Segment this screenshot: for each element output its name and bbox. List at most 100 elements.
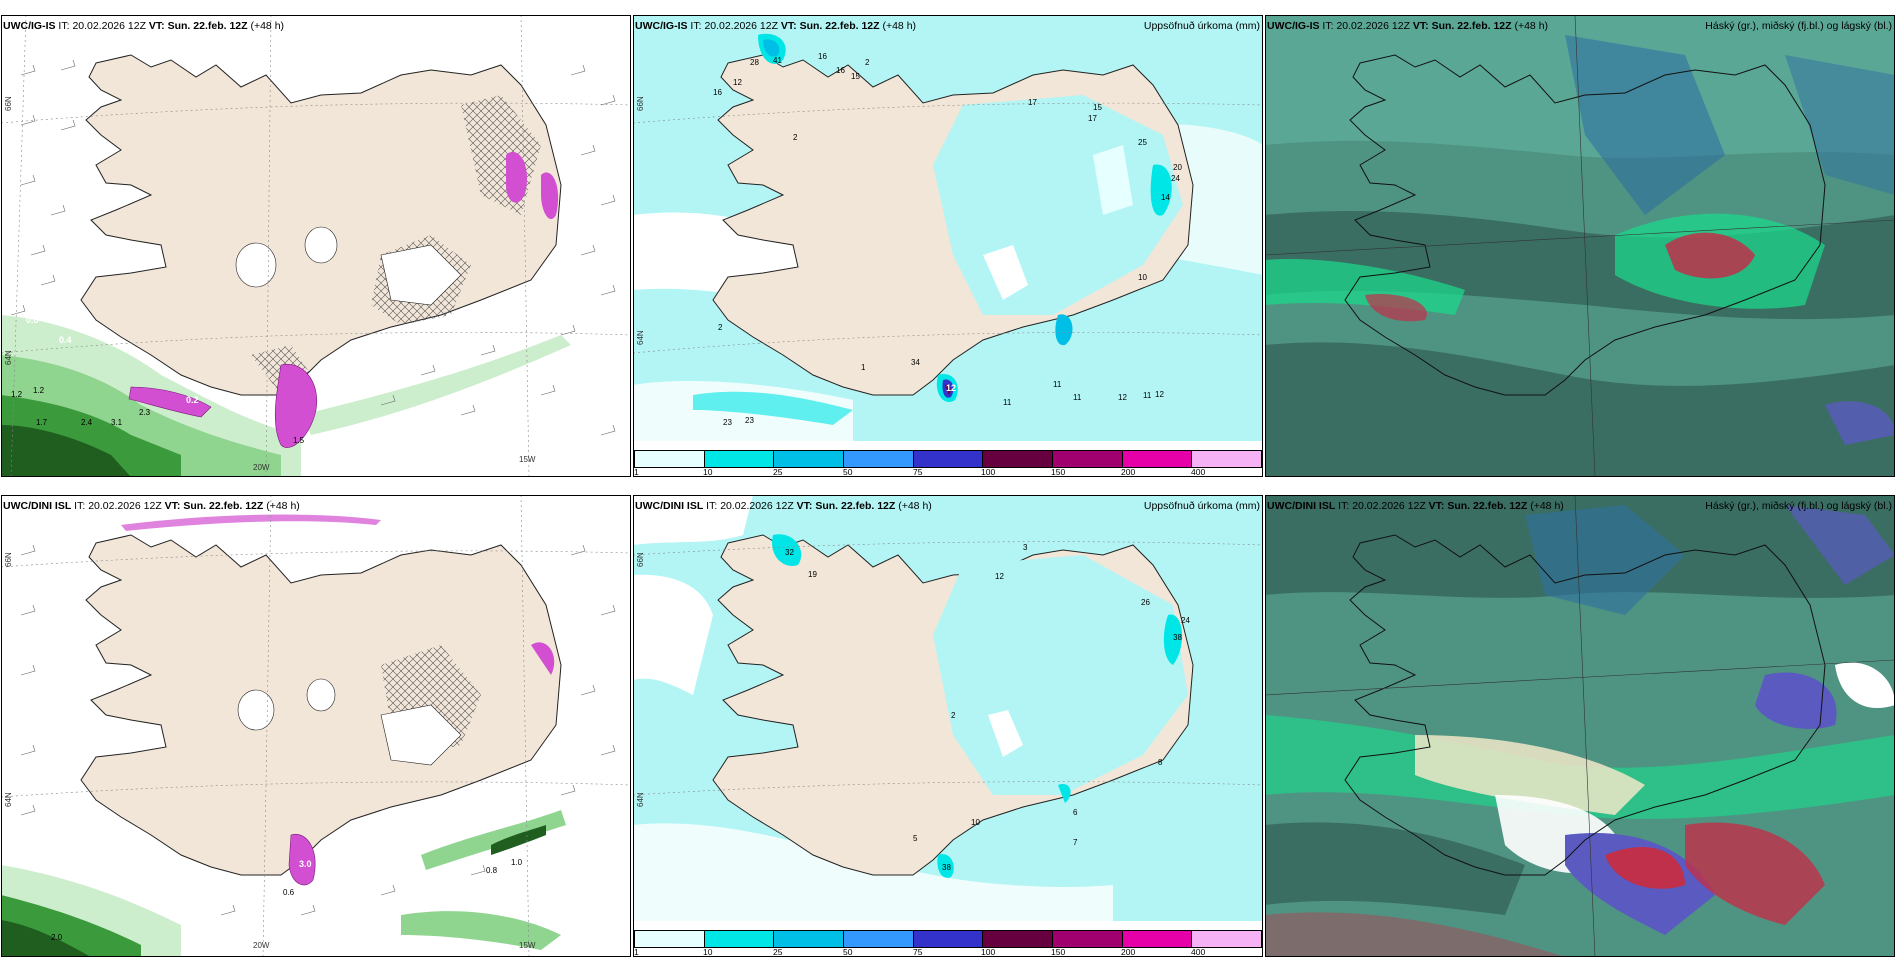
panel-bot-left: 0.6 3.0 2.0 0.8 1.0 UWC/DINI ISL IT: 20.… <box>1 495 631 957</box>
colorbar-swatch <box>983 931 1054 947</box>
colorbar-tick: 75 <box>913 467 923 477</box>
colorbar-swatch <box>634 931 705 947</box>
it-label: IT: <box>706 500 718 512</box>
colorbar-tick: 400 <box>1191 947 1206 957</box>
vt-value: Sun. 22.feb. 12Z <box>815 500 896 512</box>
map-clouds-top <box>1265 15 1895 477</box>
svg-text:7: 7 <box>1073 838 1078 847</box>
colorbar-swatch <box>983 451 1054 467</box>
colorbar-tick: 150 <box>1051 467 1066 477</box>
model-name: UWC/IG-IS <box>3 20 56 32</box>
colorbar-tick: 25 <box>773 947 783 957</box>
svg-text:23: 23 <box>723 418 732 427</box>
model-name: UWC/IG-IS <box>635 20 688 32</box>
svg-text:12: 12 <box>1118 393 1127 402</box>
svg-text:11: 11 <box>1053 380 1062 389</box>
colorbar: 1 10 25 50 75 100 150 200 400 <box>633 921 1263 957</box>
panel-top-mid: 41 16 16 15 28 12 16 2 2 17 15 17 25 20 … <box>633 15 1263 477</box>
it-label: IT: <box>690 20 702 32</box>
svg-text:41: 41 <box>773 56 782 65</box>
model-name: UWC/DINI ISL <box>1267 500 1336 512</box>
panel-bot-mid: 32 19 12 24 26 38 10 5 38 2 3 9 8 7 6 1 … <box>633 495 1263 957</box>
svg-text:32: 32 <box>785 548 794 557</box>
colorbar-swatch <box>1192 451 1263 467</box>
lead-time: (+48 h) <box>1514 20 1549 32</box>
svg-text:10: 10 <box>971 818 980 827</box>
svg-text:10: 10 <box>1138 273 1147 282</box>
colorbar-swatch <box>844 451 914 467</box>
vt-label: VT: <box>1412 20 1429 32</box>
it-value: 20.02.2026 12Z <box>720 500 794 512</box>
colorbar-tick: 100 <box>981 947 996 957</box>
panel-title: Uppsöfnuð úrkoma (mm) <box>1143 20 1260 32</box>
lead-time: (+48 h) <box>266 500 300 512</box>
svg-text:0.2: 0.2 <box>186 395 199 405</box>
model-name: UWC/DINI ISL <box>635 500 704 512</box>
svg-text:20: 20 <box>1173 163 1182 172</box>
svg-text:11: 11 <box>1073 393 1082 402</box>
svg-text:12: 12 <box>995 572 1004 581</box>
svg-text:0.6: 0.6 <box>283 888 295 897</box>
panel-title: Háský (gr.), miðský (fj.bl.) og lágský (… <box>1705 20 1892 32</box>
svg-text:28: 28 <box>750 58 759 67</box>
svg-text:1.2: 1.2 <box>33 386 45 395</box>
svg-text:19: 19 <box>808 570 817 579</box>
it-label: IT: <box>58 20 70 32</box>
panel-header: UWC/IG-IS IT: 20.02.2026 12Z VT: Sun. 22… <box>1267 20 1548 32</box>
svg-text:26: 26 <box>1141 598 1150 607</box>
panel-top-left: 0.8 0.4 1.2 1.2 1.7 2.4 3.1 2.3 0.2 1.5 … <box>1 15 631 477</box>
lon-label-15: 15W <box>519 455 536 464</box>
svg-text:12: 12 <box>733 78 742 87</box>
lat-label-66: 66N <box>636 552 645 567</box>
lon-label-15: 15W <box>519 941 536 950</box>
svg-text:2.3: 2.3 <box>139 408 151 417</box>
svg-text:25: 25 <box>1138 138 1147 147</box>
panel-header: UWC/DINI ISL IT: 20.02.2026 12Z VT: Sun.… <box>635 500 932 512</box>
svg-text:16: 16 <box>713 88 722 97</box>
lon-label-20: 20W <box>253 941 270 950</box>
vt-label: VT: <box>164 500 181 512</box>
colorbar-tick: 200 <box>1121 467 1136 477</box>
lead-time: (+48 h) <box>250 20 285 32</box>
colorbar-swatch <box>704 931 775 947</box>
model-name: UWC/DINI ISL <box>3 500 72 512</box>
svg-text:38: 38 <box>1173 633 1182 642</box>
colorbar: 1 10 25 50 75 100 150 200 400 <box>633 441 1263 477</box>
svg-text:24: 24 <box>1181 616 1190 625</box>
colorbar-tick: 1 <box>634 467 639 477</box>
svg-text:0.8: 0.8 <box>26 315 39 325</box>
colorbar-tick: 50 <box>843 467 853 477</box>
map-precipitation-top: 41 16 16 15 28 12 16 2 2 17 15 17 25 20 … <box>633 15 1263 441</box>
svg-text:1.5: 1.5 <box>293 436 305 445</box>
svg-text:2.0: 2.0 <box>51 933 63 942</box>
lat-label-66: 66N <box>4 552 13 567</box>
svg-text:12: 12 <box>946 383 956 393</box>
panel-header: UWC/DINI ISL IT: 20.02.2026 12Z VT: Sun.… <box>3 500 300 512</box>
svg-text:14: 14 <box>1161 193 1170 202</box>
colorbar-tick: 400 <box>1191 467 1206 477</box>
it-label: IT: <box>1322 20 1334 32</box>
colorbar-tick: 150 <box>1051 947 1066 957</box>
colorbar-swatch <box>1053 931 1123 947</box>
svg-text:12: 12 <box>1155 390 1164 399</box>
svg-text:0.4: 0.4 <box>59 335 72 345</box>
lead-time: (+48 h) <box>882 20 917 32</box>
colorbar-tick: 200 <box>1121 947 1136 957</box>
map-wind-snow-bot: 0.6 3.0 2.0 0.8 1.0 <box>1 495 631 957</box>
colorbar-tick: 100 <box>981 467 996 477</box>
svg-text:15: 15 <box>1093 103 1102 112</box>
vt-label: VT: <box>796 500 813 512</box>
lat-label-64: 64N <box>636 330 645 345</box>
lat-label-66: 66N <box>4 96 13 111</box>
colorbar-tick: 1 <box>634 947 639 957</box>
svg-text:5: 5 <box>913 834 918 843</box>
panel-header: UWC/IG-IS IT: 20.02.2026 12Z VT: Sun. 22… <box>3 20 284 32</box>
vt-label: VT: <box>780 20 797 32</box>
svg-text:2: 2 <box>793 133 798 142</box>
colorbar-tick: 75 <box>913 947 923 957</box>
colorbar-swatch <box>774 931 845 947</box>
it-value: 20.02.2026 12Z <box>1352 500 1426 512</box>
map-clouds-bot <box>1265 495 1895 957</box>
svg-text:2: 2 <box>718 323 723 332</box>
vt-value: Sun. 22.feb. 12Z <box>183 500 264 512</box>
